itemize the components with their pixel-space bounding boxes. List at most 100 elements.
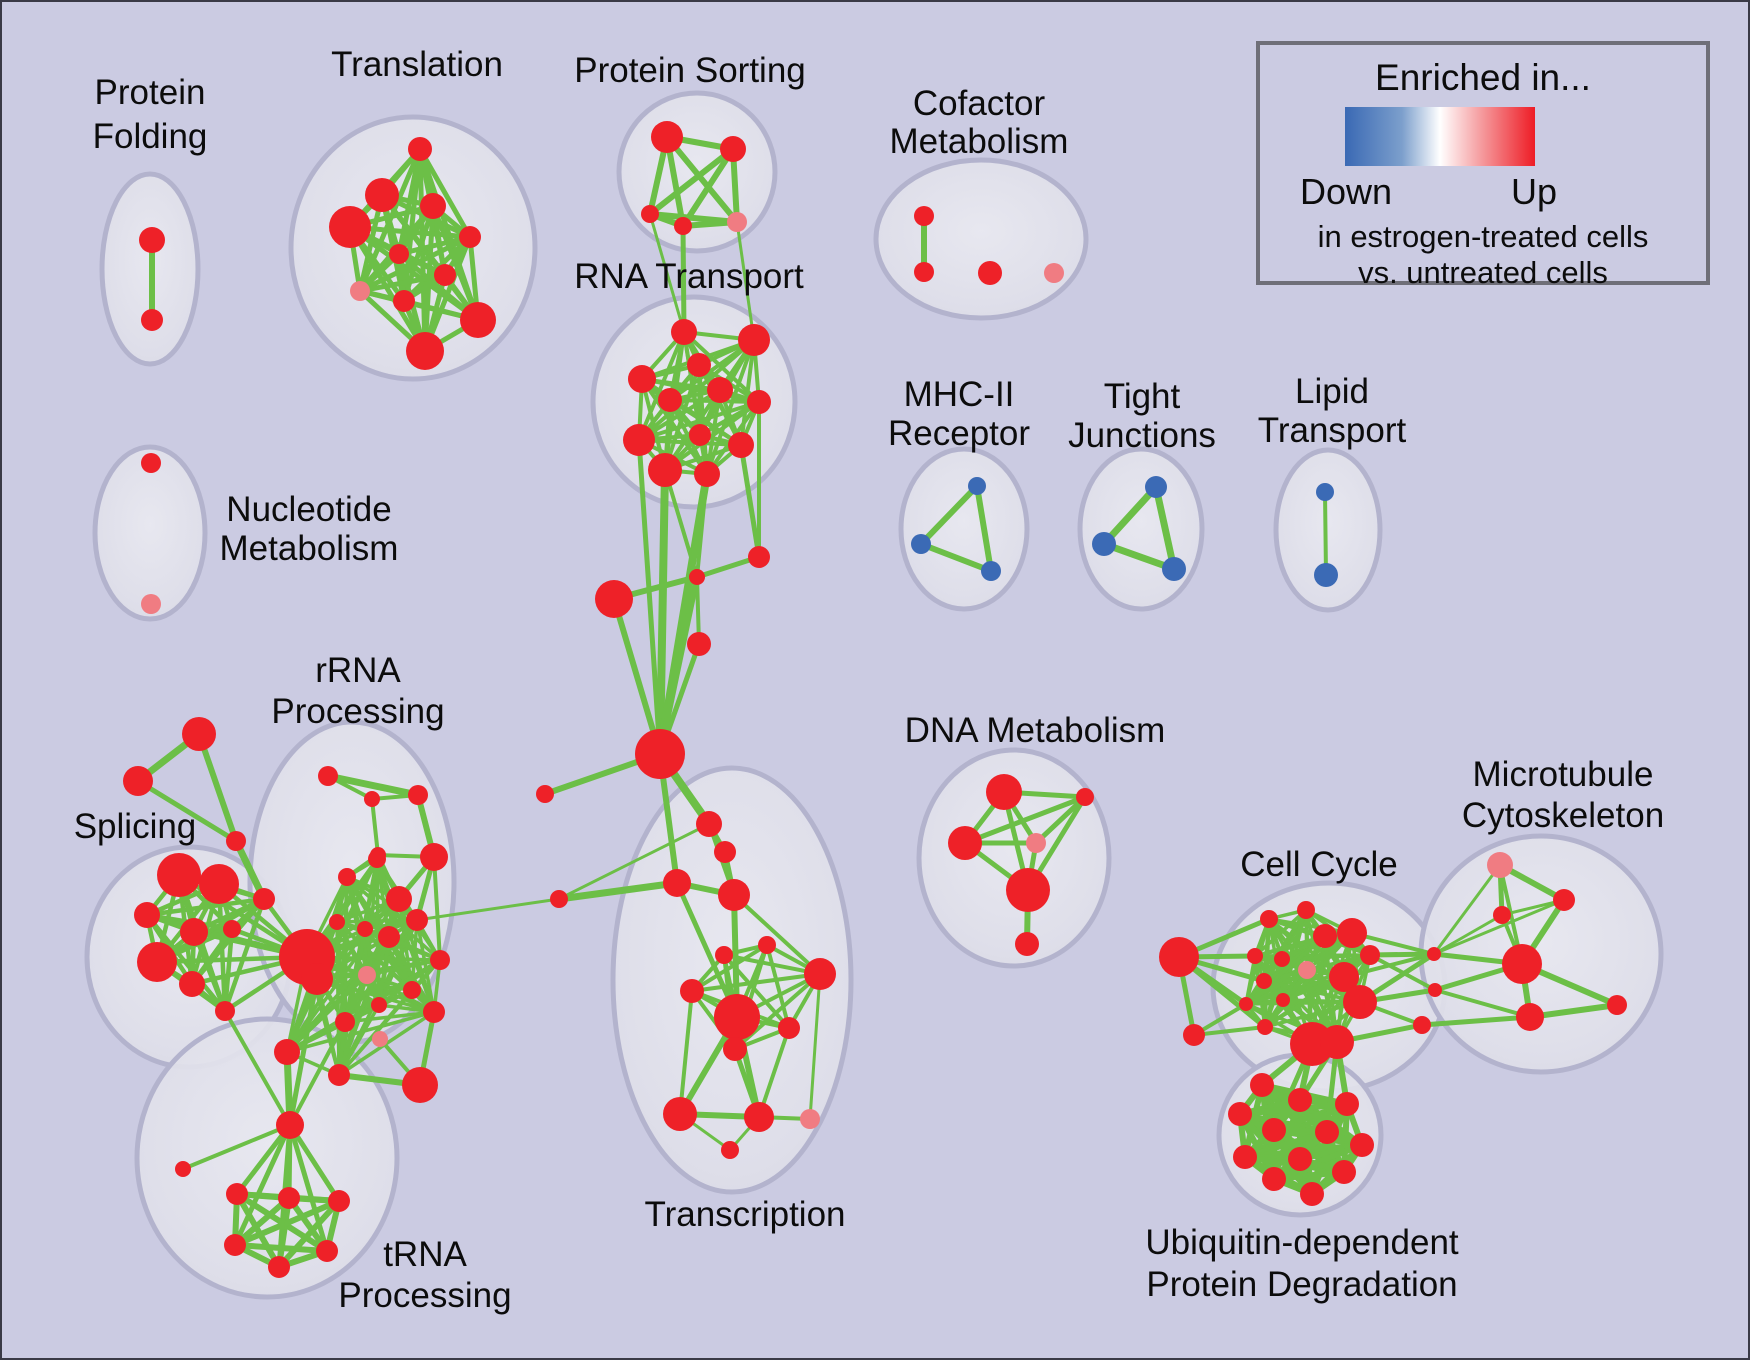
legend-subtitle-line2: vs. untreated cells (1358, 255, 1608, 290)
node-tr11 (723, 1037, 747, 1061)
node-ub3 (1335, 1092, 1359, 1116)
node-mt1 (1487, 852, 1513, 878)
node-ps2 (720, 136, 746, 162)
node-cc13 (1343, 985, 1377, 1019)
cluster-label-transcription: Transcription (645, 1195, 846, 1234)
node-cm2 (914, 262, 934, 282)
node-tn6 (224, 1234, 246, 1256)
cluster-labels: Protein Folding Translation Protein Sorting… (74, 45, 1664, 1315)
node-rr15 (274, 1039, 300, 1065)
edge-t1-t5 (417, 146, 473, 240)
node-rr16 (402, 1067, 438, 1103)
node-cc12 (1329, 962, 1359, 992)
node-cc8 (1257, 1019, 1273, 1035)
node-tr1 (696, 811, 722, 837)
edge-ccr3-mt5 (1419, 1014, 1533, 1028)
node-ccr2 (1428, 983, 1442, 997)
node-sp4 (180, 918, 208, 946)
edge-rr12-rr17 (337, 1003, 381, 1077)
node-dm3 (1076, 788, 1094, 806)
node-ccp (1298, 961, 1316, 979)
node-rr6 (357, 921, 373, 937)
node-t4 (329, 206, 371, 248)
node-tj3 (1162, 557, 1186, 581)
cluster-label-line: Nucleotide (226, 490, 391, 529)
node-nm2 (141, 594, 161, 614)
node-t8 (350, 281, 370, 301)
node-cc7 (1276, 993, 1290, 1007)
node-tr13 (744, 1102, 774, 1132)
node-t7 (434, 264, 456, 286)
edge-rr3-rr11 (397, 897, 436, 1014)
cluster-label-line: DNA Metabolism (905, 711, 1166, 750)
node-t1 (408, 137, 432, 161)
node-lt1 (1316, 483, 1334, 501)
edge-t7-t8 (357, 272, 448, 294)
cluster-label-line: Protein Sorting (574, 51, 806, 90)
edge-rt11-cn2 (663, 468, 699, 579)
node-mh1 (968, 477, 986, 495)
cluster-label-line: Transcription (645, 1195, 846, 1234)
edge-tj2-tj3 (1100, 540, 1178, 573)
node-cc9 (1313, 924, 1337, 948)
edge-tn1-tn3 (234, 1122, 293, 1197)
node-cn4 (687, 632, 711, 656)
node-rt10 (728, 432, 754, 458)
node-dm1 (986, 774, 1022, 810)
cluster-ellipse-nucleotide-metabolism (92, 444, 208, 622)
node-rs2 (364, 791, 380, 807)
cluster-label-line: Ubiquitin-dependent (1145, 1223, 1459, 1262)
node-mt5 (1516, 1003, 1544, 1031)
edge-ps5-rt2 (735, 220, 756, 342)
node-rr7 (378, 926, 400, 948)
edge-cn3-hub1 (611, 596, 663, 757)
edge-ps1-ps5 (664, 134, 740, 225)
cluster-ellipse-cofactor-metabolism (873, 157, 1089, 321)
edge-tr3-tr9 (674, 880, 740, 1020)
node-sp7 (137, 942, 177, 982)
edge-tn1-tn5 (287, 1122, 342, 1204)
edge-rt7-rt10 (668, 398, 743, 447)
edge-tr6-tr8 (690, 943, 769, 993)
node-rr10 (403, 981, 421, 999)
edge-lt1-lt2 (1323, 490, 1328, 577)
node-cn1 (748, 546, 770, 568)
node-tr2 (714, 841, 736, 863)
edge-sp6-sp7 (154, 896, 267, 965)
node-rs3 (408, 785, 428, 805)
edge-tn1-tn8 (287, 1122, 330, 1254)
legend-title: Enriched in... (1375, 57, 1591, 98)
node-tr10 (778, 1017, 800, 1039)
cluster-label-lipid-transport: Lipid Transport (1258, 372, 1407, 450)
node-pf1 (139, 227, 165, 253)
legend-down-label: Down (1299, 171, 1393, 212)
edge-rt4-rt6 (640, 377, 761, 404)
edge-ccb-cc8 (1192, 1025, 1267, 1037)
edge-rr4-rr11 (415, 918, 436, 1014)
edge-tj1-tj3 (1152, 483, 1178, 573)
node-ub10 (1332, 1160, 1356, 1184)
cluster-label-microtubule-cytoskeleton: Microtubule Cytoskeleton (1462, 755, 1664, 835)
node-rt4 (628, 365, 656, 393)
node-t2 (365, 178, 399, 212)
node-ps3 (641, 205, 659, 223)
edge-rr8-rr9 (365, 958, 442, 977)
cluster-ellipse-lipid-transport (1273, 447, 1383, 613)
node-rt11 (648, 453, 682, 487)
cluster-label-line: Metabolism (220, 529, 399, 568)
cluster-label-line: Protein (95, 73, 206, 112)
cluster-label-rna-transport: RNA Transport (574, 257, 804, 296)
node-rr5 (329, 914, 345, 930)
node-tr9 (714, 994, 760, 1040)
node-rr9 (358, 966, 376, 984)
node-dm6 (1015, 932, 1039, 956)
edge-sp5-sp9 (222, 926, 235, 1014)
node-cn3 (595, 580, 633, 618)
edge-rt1-rt8 (637, 330, 686, 442)
node-tn1 (276, 1111, 304, 1139)
edge-dm2-dm3 (962, 794, 1088, 846)
cluster-label-protein-sorting: Protein Sorting (574, 51, 806, 90)
edge-rr5-rr17 (335, 920, 341, 1077)
node-tr7 (804, 958, 836, 990)
